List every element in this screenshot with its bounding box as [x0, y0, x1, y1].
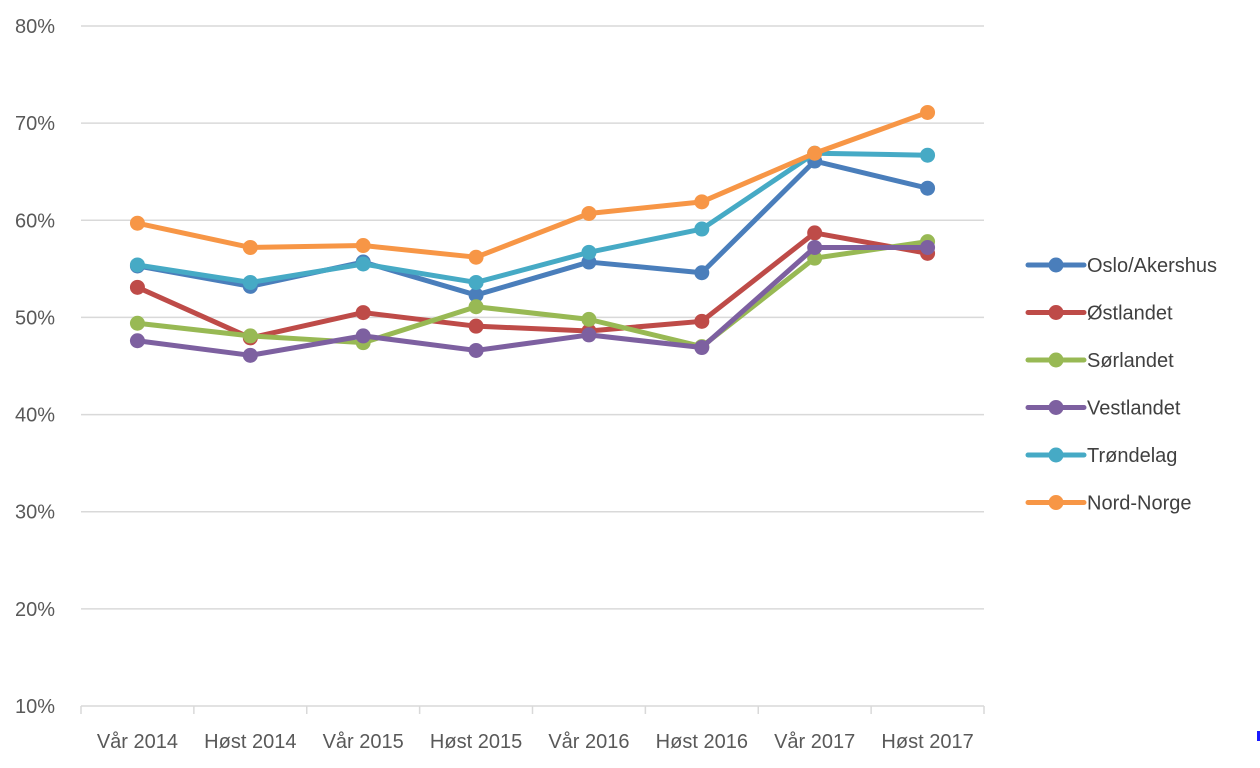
legend-marker-icon [1048, 352, 1064, 368]
data-point [355, 305, 371, 321]
data-point [694, 221, 710, 237]
data-point [242, 328, 258, 344]
y-tick-label: 60% [15, 210, 55, 232]
data-point [355, 328, 371, 344]
series-line [134, 239, 931, 350]
legend: Oslo/Akershus Østlandet Sørlandet Vestlande… [1025, 255, 1217, 515]
x-tick-label: Vår 2017 [774, 731, 855, 753]
y-tick-label: 30% [15, 502, 55, 524]
data-point [129, 279, 145, 295]
gridlines [81, 25, 984, 610]
series-line [134, 109, 931, 260]
data-point [920, 104, 936, 120]
series-line [134, 244, 931, 358]
legend-item: Nord-Norge [1025, 493, 1191, 515]
data-point [807, 250, 823, 266]
data-point [242, 239, 258, 255]
data-point [468, 299, 484, 315]
y-tick-label: 80% [15, 16, 55, 38]
y-tick-label: 50% [15, 307, 55, 329]
data-point [694, 340, 710, 356]
legend-marker-icon [1048, 257, 1064, 273]
legend-marker-icon [1048, 495, 1064, 510]
data-point [920, 147, 936, 163]
data-point [581, 327, 597, 343]
data-point [581, 311, 597, 327]
legend-label: Sørlandet [1087, 350, 1174, 372]
legend-item: Trøndelag [1025, 445, 1177, 467]
data-point [581, 244, 597, 260]
data-point [807, 145, 823, 161]
legend-label: Østlandet [1087, 303, 1173, 325]
data-point [468, 342, 484, 358]
legend-label: Vestlandet [1087, 398, 1181, 420]
data-point [129, 257, 145, 273]
y-tick-label: 70% [15, 113, 55, 135]
data-point [581, 205, 597, 221]
x-tick-label: Vår 2015 [323, 731, 404, 753]
data-point [807, 225, 823, 241]
legend-label: Oslo/Akershus [1087, 255, 1217, 277]
series-line [134, 230, 931, 341]
y-tick-label: 20% [15, 599, 55, 621]
legend-item: Østlandet [1025, 303, 1173, 325]
x-tick-label: Høst 2016 [656, 731, 748, 753]
x-tick-label: Høst 2014 [204, 731, 296, 753]
x-axis: Vår 2014 Høst 2014 Vår 2015 Høst 2015 Vår 20… [80, 705, 985, 753]
data-point [468, 249, 484, 265]
data-point [355, 256, 371, 272]
data-point [694, 313, 710, 329]
legend-item: Vestlandet [1025, 398, 1181, 420]
legend-marker-icon [1048, 305, 1064, 320]
y-tick-label: 40% [15, 405, 55, 427]
series-line [134, 150, 931, 285]
legend-item: Sørlandet [1025, 350, 1174, 372]
data-point [242, 347, 258, 363]
data-point [920, 180, 936, 196]
x-tick-label: Høst 2015 [430, 731, 522, 753]
data-point [129, 333, 145, 349]
data-point [129, 215, 145, 231]
y-axis: 10% 20% 30% 40% 50% 60% 70% 80% [15, 16, 55, 718]
legend-label: Trøndelag [1087, 445, 1177, 467]
series-group [129, 104, 936, 363]
series-nord-norge [129, 104, 936, 265]
data-point [242, 274, 258, 290]
data-point [694, 194, 710, 210]
x-tick-label: Høst 2017 [881, 731, 973, 753]
y-tick-label: 10% [15, 696, 55, 718]
data-point [920, 239, 936, 255]
legend-marker-icon [1048, 400, 1064, 415]
series-tr-ndelag [129, 145, 936, 290]
series-vestlandet [129, 239, 936, 363]
data-point [468, 287, 484, 303]
data-point [468, 318, 484, 334]
x-tick-label: Vår 2016 [548, 731, 629, 753]
legend-label: Nord-Norge [1087, 493, 1191, 515]
edge-mark [1257, 731, 1260, 741]
data-point [355, 238, 371, 254]
data-point [807, 239, 823, 255]
data-point [129, 315, 145, 331]
series-line [134, 158, 931, 298]
legend-marker-icon [1048, 447, 1064, 463]
data-point [694, 265, 710, 281]
x-tick-label: Vår 2014 [97, 731, 178, 753]
data-point [468, 274, 484, 290]
legend-item: Oslo/Akershus [1025, 255, 1217, 277]
